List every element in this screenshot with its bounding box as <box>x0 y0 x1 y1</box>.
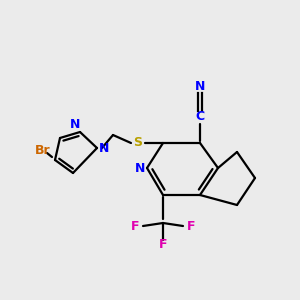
Text: S: S <box>134 136 142 149</box>
Text: F: F <box>131 220 139 232</box>
Text: C: C <box>195 110 205 122</box>
Text: N: N <box>135 161 145 175</box>
Text: F: F <box>187 220 195 232</box>
Text: Br: Br <box>35 143 51 157</box>
Text: N: N <box>195 80 205 92</box>
Text: N: N <box>70 118 80 131</box>
Text: F: F <box>159 238 167 251</box>
Text: N: N <box>99 142 109 154</box>
